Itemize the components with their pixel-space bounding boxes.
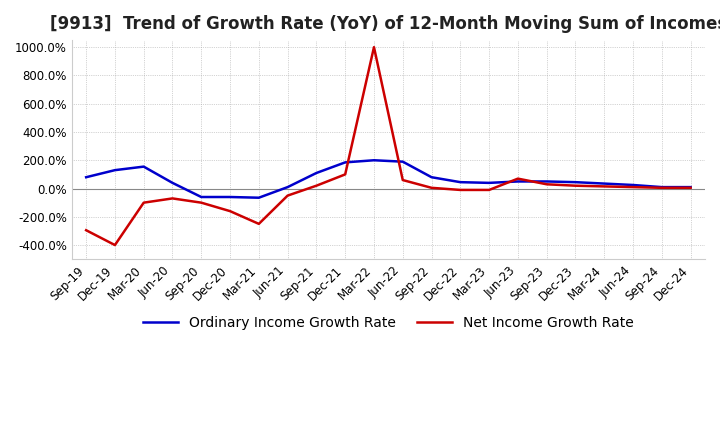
Ordinary Income Growth Rate [140,164,148,169]
Ordinary Income Growth Rate [571,180,580,185]
Ordinary Income Growth Rate [629,182,637,187]
Net Income Growth Rate [283,193,292,198]
Ordinary Income Growth Rate [485,180,493,186]
Line: Ordinary Income Growth Rate: Ordinary Income Growth Rate [86,160,690,198]
Ordinary Income Growth Rate [283,184,292,190]
Ordinary Income Growth Rate [82,175,91,180]
Ordinary Income Growth Rate [600,181,608,186]
Net Income Growth Rate [254,221,263,227]
Ordinary Income Growth Rate [657,184,666,190]
Net Income Growth Rate [629,184,637,190]
Net Income Growth Rate [686,185,695,191]
Net Income Growth Rate [226,209,235,214]
Ordinary Income Growth Rate [456,180,464,185]
Net Income Growth Rate [427,185,436,191]
Title: [9913]  Trend of Growth Rate (YoY) of 12-Month Moving Sum of Incomes: [9913] Trend of Growth Rate (YoY) of 12-… [50,15,720,33]
Ordinary Income Growth Rate [542,179,551,184]
Ordinary Income Growth Rate [341,160,349,165]
Ordinary Income Growth Rate [197,194,206,200]
Net Income Growth Rate [513,176,522,181]
Net Income Growth Rate [398,177,407,183]
Net Income Growth Rate [657,185,666,191]
Net Income Growth Rate [542,182,551,187]
Net Income Growth Rate [197,200,206,205]
Ordinary Income Growth Rate [254,195,263,200]
Net Income Growth Rate [111,242,120,248]
Ordinary Income Growth Rate [398,159,407,164]
Ordinary Income Growth Rate [369,158,378,163]
Net Income Growth Rate [456,187,464,193]
Net Income Growth Rate [341,172,349,177]
Ordinary Income Growth Rate [513,179,522,184]
Legend: Ordinary Income Growth Rate, Net Income Growth Rate: Ordinary Income Growth Rate, Net Income … [138,310,639,336]
Ordinary Income Growth Rate [312,170,320,176]
Net Income Growth Rate [168,196,177,201]
Net Income Growth Rate [485,187,493,193]
Net Income Growth Rate [600,184,608,189]
Ordinary Income Growth Rate [111,168,120,173]
Net Income Growth Rate [369,44,378,50]
Ordinary Income Growth Rate [226,194,235,200]
Net Income Growth Rate [82,227,91,233]
Ordinary Income Growth Rate [427,175,436,180]
Net Income Growth Rate [312,183,320,188]
Net Income Growth Rate [571,183,580,188]
Ordinary Income Growth Rate [686,184,695,190]
Line: Net Income Growth Rate: Net Income Growth Rate [86,47,690,245]
Net Income Growth Rate [140,200,148,205]
Ordinary Income Growth Rate [168,180,177,186]
